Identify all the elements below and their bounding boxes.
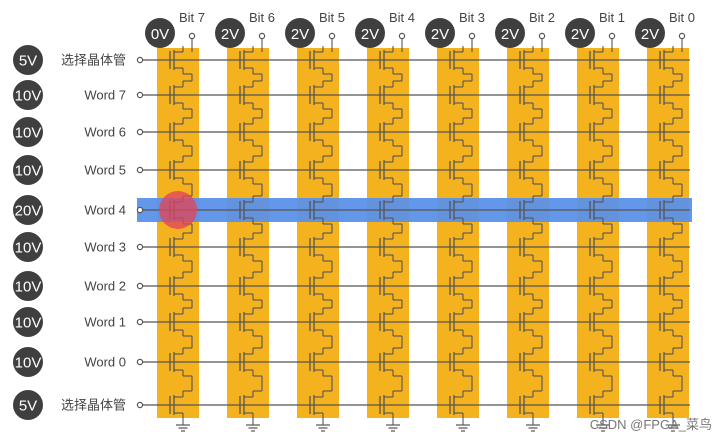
bit-voltage-badge — [285, 18, 315, 48]
wordline-terminal — [136, 56, 144, 64]
bit-voltage-value: 2V — [221, 26, 239, 43]
bit-voltage-value: 2V — [361, 26, 379, 43]
word-label: Word 7 — [84, 88, 126, 103]
word-voltage-value: 5V — [19, 53, 37, 70]
wordline-terminal — [136, 318, 144, 326]
word-voltage-value: 10V — [15, 125, 42, 142]
word-voltage-value: 10V — [15, 315, 42, 332]
word-label: Word 6 — [84, 125, 126, 140]
bit-voltage-value: 0V — [151, 26, 169, 43]
bit-voltage-badge — [145, 18, 175, 48]
bit-voltage-badge — [565, 18, 595, 48]
bitline-terminal — [678, 32, 686, 40]
bitline-terminal — [538, 32, 546, 40]
word-label: Word 4 — [84, 203, 126, 218]
word-voltage-badge — [13, 307, 43, 337]
bit-label: Bit 0 — [669, 10, 695, 25]
bit-label: Bit 4 — [389, 10, 415, 25]
word-label: 选择晶体管 — [61, 53, 126, 68]
word-label: 选择晶体管 — [61, 398, 126, 413]
bit-label: Bit 5 — [319, 10, 345, 25]
wordline-terminal — [136, 166, 144, 174]
bit-label: Bit 3 — [459, 10, 485, 25]
word-voltage-value: 10V — [15, 240, 42, 257]
bit-voltage-badge — [425, 18, 455, 48]
bit-voltage-value: 2V — [641, 26, 659, 43]
word-voltage-badge — [13, 195, 43, 225]
bit-label: Bit 7 — [179, 10, 205, 25]
word-voltage-value: 5V — [19, 398, 37, 415]
watermark-text: CSDN @FPGA_菜鸟 — [590, 417, 712, 432]
wordline-terminal — [136, 358, 144, 366]
bitline-terminal — [188, 32, 196, 40]
word-voltage-badge — [13, 80, 43, 110]
word-voltage-badge — [13, 155, 43, 185]
bitline-terminal — [608, 32, 616, 40]
wordline-terminal — [136, 401, 144, 409]
bitline-terminal — [258, 32, 266, 40]
word-voltage-badge — [13, 271, 43, 301]
word-voltage-badge — [13, 45, 43, 75]
wordline-terminal — [136, 282, 144, 290]
wordline-terminal — [136, 206, 144, 214]
word-label: Word 3 — [84, 240, 126, 255]
word-label: Word 1 — [84, 315, 126, 330]
bit-voltage-value: 2V — [501, 26, 519, 43]
bit-voltage-badge — [355, 18, 385, 48]
bit-voltage-badge — [215, 18, 245, 48]
bit-label: Bit 2 — [529, 10, 555, 25]
wordline-terminal — [136, 128, 144, 136]
wordline-terminal — [136, 91, 144, 99]
bitline-terminal — [468, 32, 476, 40]
wordline-terminal — [136, 243, 144, 251]
word-label: Word 0 — [84, 355, 126, 370]
word-voltage-value: 10V — [15, 355, 42, 372]
word-voltage-badge — [13, 117, 43, 147]
bit-voltage-value: 2V — [571, 26, 589, 43]
bit-label: Bit 1 — [599, 10, 625, 25]
bitline-terminal — [398, 32, 406, 40]
bit-voltage-value: 2V — [431, 26, 449, 43]
selected-cell-marker — [159, 191, 197, 229]
word-voltage-value: 10V — [15, 163, 42, 180]
bit-voltage-badge — [635, 18, 665, 48]
bit-label: Bit 6 — [249, 10, 275, 25]
word-voltage-value: 20V — [15, 203, 42, 220]
word-voltage-badge — [13, 390, 43, 420]
bit-voltage-badge — [495, 18, 525, 48]
bit-voltage-value: 2V — [291, 26, 309, 43]
word-voltage-badge — [13, 232, 43, 262]
word-label: Word 2 — [84, 279, 126, 294]
word-voltage-badge — [13, 347, 43, 377]
word-voltage-value: 10V — [15, 279, 42, 296]
word-label: Word 5 — [84, 163, 126, 178]
word-voltage-value: 10V — [15, 88, 42, 105]
bitline-terminal — [328, 32, 336, 40]
